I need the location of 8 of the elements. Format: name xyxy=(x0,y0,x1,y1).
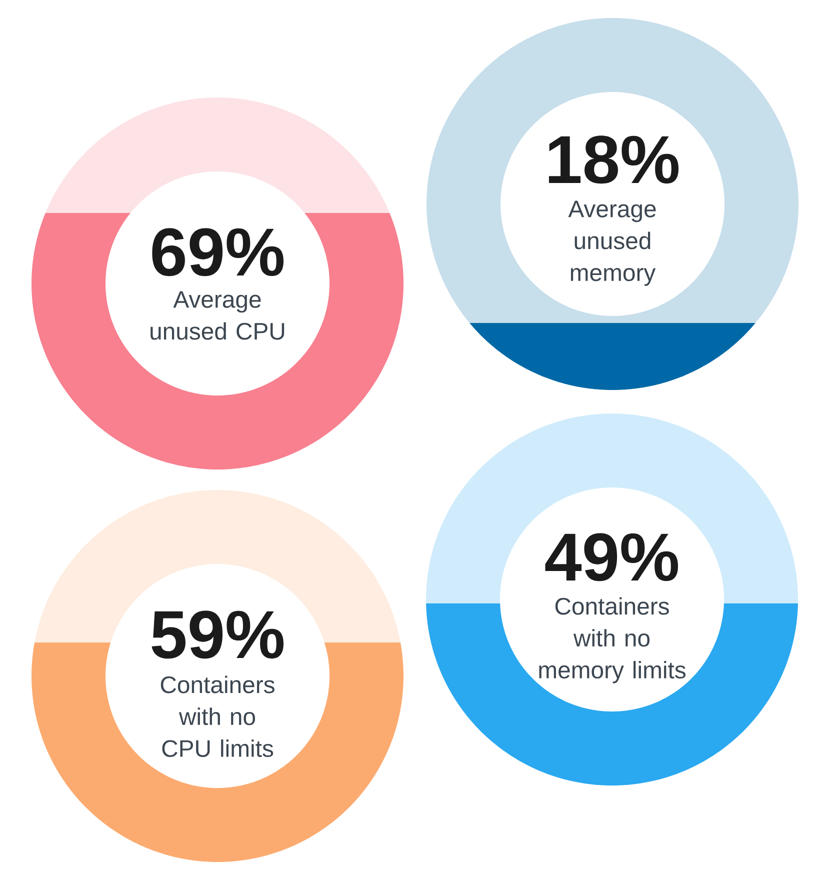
category-label: Containers with no CPU limits xyxy=(160,676,274,758)
data-label: 69% xyxy=(152,228,284,276)
data-label: 59% xyxy=(152,610,284,659)
category-label: Containers with no memory limits xyxy=(539,597,686,684)
data-label: 18% xyxy=(548,136,678,184)
category-label: Average unused CPU xyxy=(150,291,284,340)
data-label: 49% xyxy=(545,533,678,582)
category-label: Average unused memory xyxy=(568,200,656,286)
